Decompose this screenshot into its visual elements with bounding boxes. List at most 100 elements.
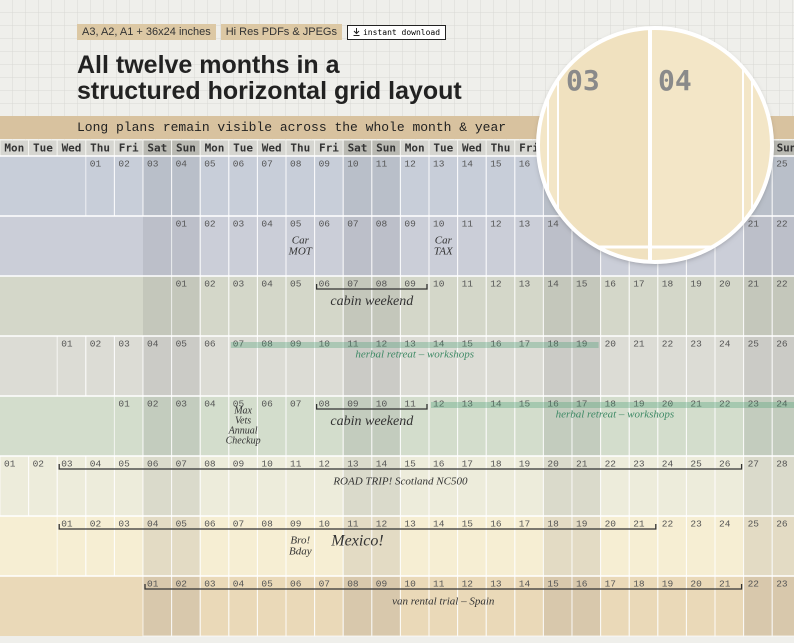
day-number: 05	[204, 159, 216, 170]
day-cell	[314, 395, 344, 457]
day-cell	[171, 515, 201, 577]
day-cell	[685, 575, 716, 637]
day-number: 01	[61, 339, 73, 350]
day-number: 10	[319, 519, 331, 530]
day-cell	[199, 515, 230, 577]
day-number: 05	[261, 579, 273, 590]
day-cell	[228, 155, 258, 217]
month-row	[0, 396, 794, 456]
day-number: 27	[748, 459, 759, 470]
day-cell	[399, 575, 430, 637]
day-number: 04	[90, 459, 102, 470]
day-cell	[657, 215, 687, 277]
span-bracket	[144, 584, 743, 590]
weekend-shade	[743, 336, 773, 396]
day-cell	[342, 335, 373, 397]
weekend-shade	[143, 276, 172, 336]
weekend-shade	[543, 156, 572, 216]
day-number: 07	[176, 459, 187, 470]
day-number: 01	[4, 459, 16, 470]
day-cell	[199, 395, 230, 457]
day-cell	[685, 215, 716, 277]
day-number: 15	[576, 279, 588, 290]
day-number: 11	[376, 159, 388, 170]
weekend-shade	[371, 156, 401, 216]
weekend-shade	[171, 516, 201, 576]
day-cell	[28, 455, 58, 517]
day-number: 23	[719, 159, 731, 170]
day-number: 23	[690, 339, 702, 350]
weekend-shade	[371, 576, 401, 636]
day-cell	[571, 395, 602, 457]
day-number: 20	[605, 339, 617, 350]
day-cell	[743, 515, 773, 577]
day-number: 24	[662, 459, 674, 470]
day-cell	[457, 515, 487, 577]
day-cell	[628, 515, 659, 577]
day-number: 17	[633, 219, 644, 230]
day-cell	[485, 335, 516, 397]
day-cell	[228, 215, 258, 277]
day-cell	[371, 275, 401, 337]
day-cell	[314, 455, 344, 517]
day-cell	[600, 455, 630, 517]
note-line: Max	[233, 405, 252, 416]
day-number: 16	[576, 579, 588, 590]
month-row	[0, 336, 794, 396]
day-cell	[314, 515, 344, 577]
day-cell	[514, 575, 544, 637]
day-number: 17	[519, 339, 530, 350]
day-number: 06	[290, 579, 302, 590]
day-cell	[743, 455, 773, 517]
weekend-shade	[743, 576, 773, 636]
weekday-cell	[228, 139, 258, 157]
day-number: 22	[605, 459, 617, 470]
weekday-label: Sun	[777, 142, 794, 155]
weekday-cell	[714, 139, 745, 157]
weekend-shade	[371, 516, 401, 576]
day-number: 13	[404, 519, 416, 530]
weekend-shade	[772, 156, 794, 216]
day-cell	[142, 455, 173, 517]
badges: A3, A2, A1 + 36x24 inches Hi Res PDFs & …	[77, 24, 447, 40]
day-number: 22	[662, 339, 674, 350]
month-row	[0, 156, 794, 216]
day-number: 21	[748, 279, 760, 290]
day-cell	[199, 455, 230, 517]
weekend-shade	[772, 276, 794, 336]
day-number: 06	[204, 519, 216, 530]
day-number: 19	[605, 159, 617, 170]
span-label: Mexico!	[330, 533, 383, 550]
day-number: 20	[719, 219, 731, 230]
day-cell	[342, 575, 373, 637]
note-line: MOT	[288, 246, 313, 258]
day-cell	[628, 395, 659, 457]
weekday-label: Sun	[176, 142, 196, 155]
span-bracket	[58, 464, 743, 470]
day-cell	[113, 455, 144, 517]
day-cell	[485, 395, 516, 457]
weekend-shade	[171, 216, 201, 276]
weekend-shade	[343, 396, 372, 456]
weekend-shade	[171, 576, 201, 636]
download-badge: instant download	[346, 24, 447, 40]
day-cell	[657, 275, 687, 337]
weekday-label: Mon	[205, 142, 225, 155]
day-cell	[600, 515, 630, 577]
day-cell	[657, 335, 687, 397]
day-number: 08	[290, 159, 302, 170]
weekend-shade	[143, 516, 172, 576]
weekend-shade	[143, 156, 172, 216]
day-cell	[199, 215, 230, 277]
day-cell	[314, 335, 344, 397]
day-number: 03	[204, 579, 216, 590]
day-cell	[228, 515, 258, 577]
day-cell	[714, 335, 745, 397]
day-number: 04	[204, 399, 216, 410]
day-cell	[628, 155, 659, 217]
day-cell	[771, 335, 794, 397]
day-cell	[457, 275, 487, 337]
day-cell	[571, 155, 602, 217]
weekend-shade	[171, 396, 201, 456]
weekday-cell	[285, 139, 316, 157]
